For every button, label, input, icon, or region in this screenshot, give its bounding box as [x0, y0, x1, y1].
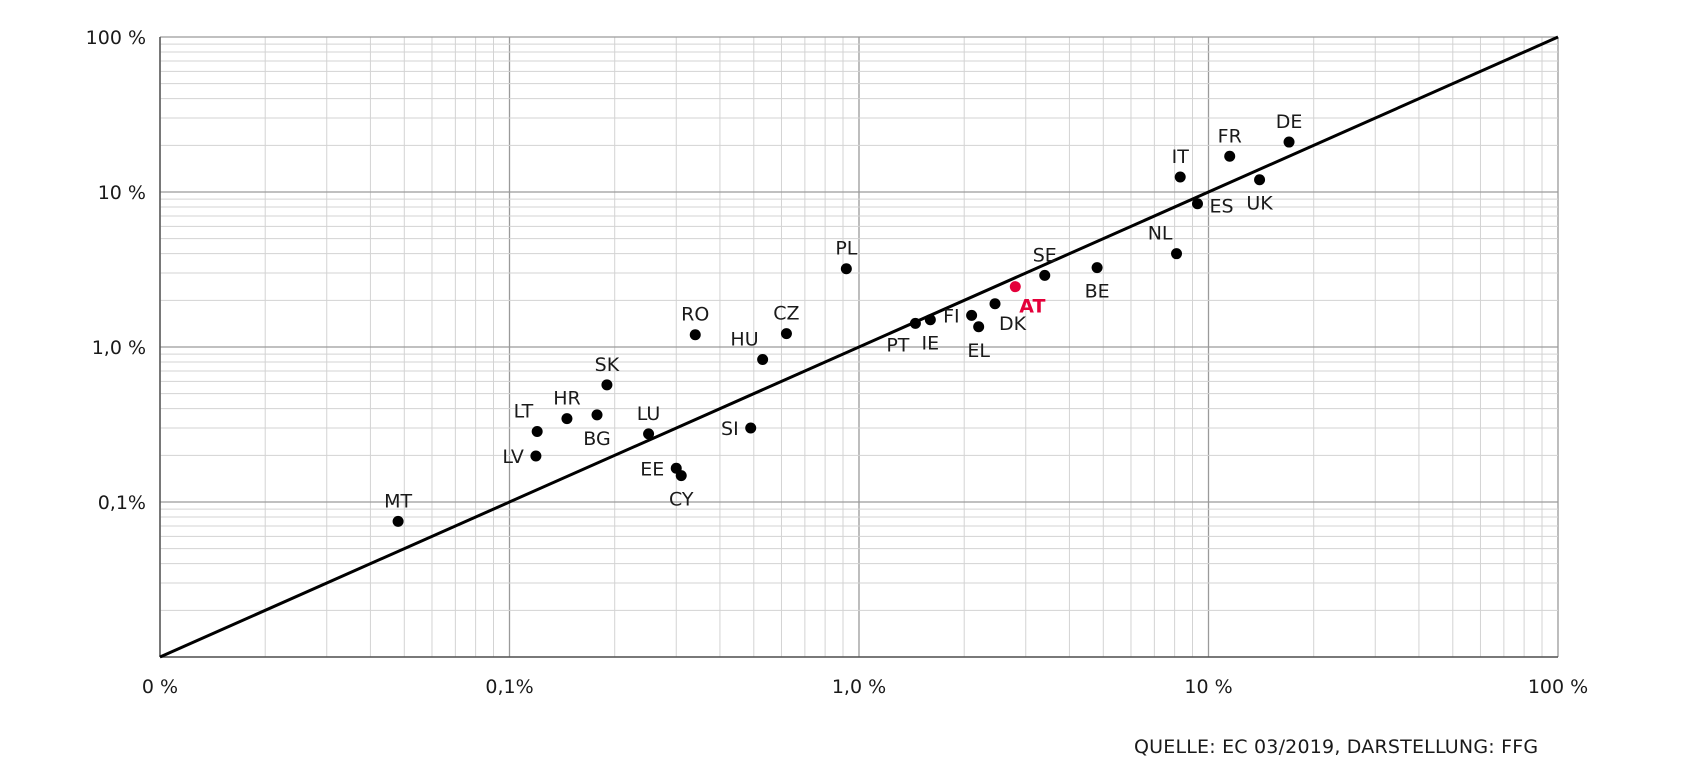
point-bg: [591, 409, 603, 421]
y-tick-label: 0,1%: [98, 492, 146, 514]
point-hu: [757, 354, 769, 366]
point-es: [1191, 198, 1203, 210]
point-ro: [689, 329, 701, 341]
point-dk: [989, 298, 1001, 310]
label-ie: IE: [922, 333, 940, 355]
label-ee: EE: [640, 458, 664, 480]
y-tick-label: 100 %: [86, 27, 146, 49]
point-at: [1009, 281, 1021, 293]
label-fr: FR: [1218, 125, 1242, 147]
label-nl: NL: [1148, 223, 1173, 245]
label-de: DE: [1276, 111, 1303, 133]
source-note: QUELLE: EC 03/2019, DARSTELLUNG: FFG: [1134, 736, 1539, 758]
point-ie: [924, 314, 936, 326]
label-el: EL: [967, 340, 990, 362]
point-uk: [1254, 174, 1266, 186]
y-tick-label: 1,0 %: [92, 337, 146, 359]
label-bg: BG: [583, 428, 610, 450]
point-be: [1091, 262, 1103, 274]
label-lt: LT: [514, 400, 534, 422]
reference-line: [159, 35, 1559, 659]
label-it: IT: [1172, 146, 1190, 168]
point-cz: [780, 328, 792, 340]
point-hr: [561, 413, 573, 425]
point-el: [973, 321, 985, 333]
point-se: [1039, 269, 1051, 281]
x-tick-label: 0 %: [142, 676, 178, 698]
diagonal-line: [159, 35, 1559, 659]
label-dk: DK: [999, 313, 1027, 335]
label-be: BE: [1085, 281, 1110, 303]
label-hr: HR: [553, 388, 581, 410]
label-pl: PL: [835, 238, 857, 260]
data-points: [392, 136, 1295, 527]
label-fi: FI: [943, 305, 960, 327]
x-tick-label: 0,1%: [485, 676, 533, 698]
point-si: [745, 422, 757, 434]
point-mt: [392, 515, 404, 527]
point-nl: [1171, 248, 1183, 260]
point-lv: [530, 450, 542, 462]
point-lu: [643, 428, 655, 440]
point-cy: [675, 470, 687, 482]
x-tick-label: 10 %: [1184, 676, 1232, 698]
label-pt: PT: [886, 334, 909, 356]
label-se: SE: [1033, 244, 1057, 266]
x-tick-label: 100 %: [1528, 676, 1588, 698]
point-fi: [966, 309, 978, 321]
label-sk: SK: [595, 354, 620, 376]
label-lu: LU: [637, 403, 661, 425]
point-pl: [840, 263, 852, 275]
label-at: AT: [1019, 296, 1045, 318]
label-cy: CY: [669, 489, 694, 511]
label-cz: CZ: [773, 303, 799, 325]
scatter-chart: 0 % 0,1% 1,0 % 10 % 100 %100 %10 %1,0 %0,1% …: [86, 27, 1589, 698]
point-lt: [531, 425, 543, 437]
y-tick-label: 10 %: [98, 182, 146, 204]
label-hu: HU: [730, 329, 758, 351]
tick-labels: 0 % 0,1% 1,0 % 10 % 100 % 100 % 10 % 1,0 % 0,1%: [86, 27, 1589, 698]
label-mt: MT: [384, 490, 412, 512]
point-it: [1174, 171, 1186, 183]
x-tick-label: 1,0 %: [832, 676, 886, 698]
point-pt: [909, 317, 921, 329]
label-uk: UK: [1246, 193, 1273, 215]
point-fr: [1224, 150, 1236, 162]
label-ro: RO: [681, 304, 709, 326]
point-sk: [601, 379, 613, 391]
axes: [159, 37, 1558, 658]
label-es: ES: [1209, 196, 1233, 218]
point-de: [1283, 136, 1295, 148]
label-lv: LV: [502, 446, 524, 468]
label-si: SI: [721, 418, 739, 440]
